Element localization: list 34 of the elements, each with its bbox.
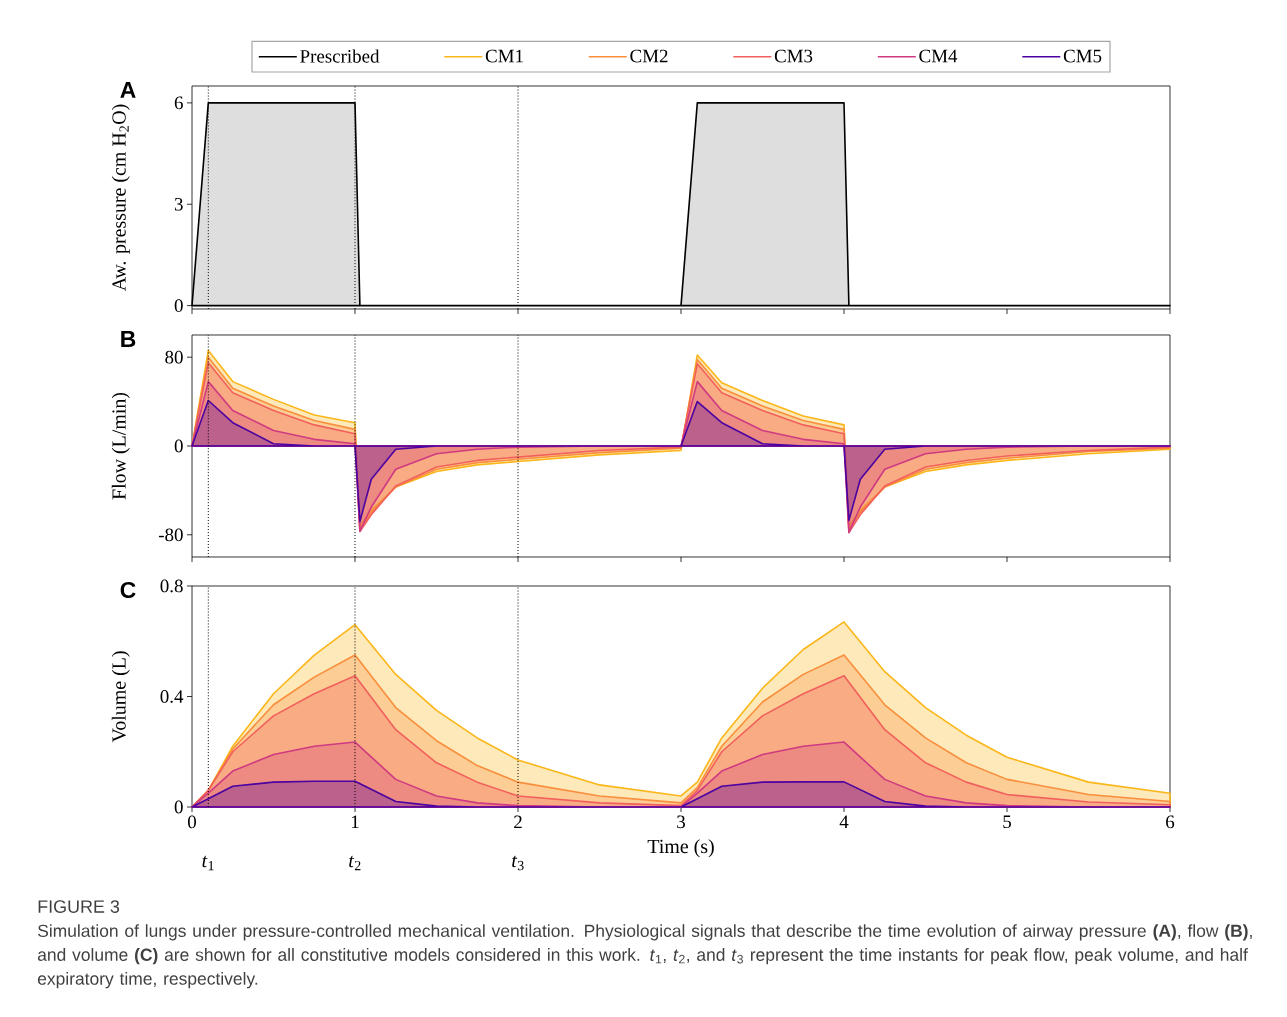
caption: FIGURE 3: [38, 900, 120, 913]
chart-title: C: [120, 581, 136, 599]
y-tick-label: 3: [174, 197, 183, 211]
x-tick-label: 4: [839, 815, 849, 828]
legend-label: Prescribed: [300, 49, 380, 63]
x-tick-label: 3: [677, 815, 685, 829]
x-axis-title: Time (s): [647, 839, 714, 858]
y-tick-label: 0.4: [160, 690, 184, 703]
chart-title: A: [120, 82, 136, 98]
ref-line-label: t$_{1}$: [202, 855, 214, 871]
ref-line-label: t$_{3}$: [512, 855, 524, 871]
x-tick-label: 2: [514, 815, 522, 829]
y-tick-label: -80: [158, 528, 183, 542]
x-tick-label: 0: [187, 815, 196, 829]
x-tick-label: 1: [351, 815, 359, 829]
text: CM3: [774, 49, 813, 63]
y-tick-label: 0: [174, 299, 183, 312]
y-axis-title: Flow (L/min): [111, 392, 130, 500]
text: CM5: [1063, 49, 1102, 63]
x-tick-label: 6: [1166, 815, 1175, 829]
y-axis-title: Aw. pressure (cm H$_{2}$O): [111, 104, 130, 292]
y-tick-label: 6: [174, 96, 183, 110]
y-tick-label: 80: [165, 350, 183, 364]
y-axis-title: Volume (L): [111, 651, 130, 743]
y-tick-label: 0: [174, 800, 183, 814]
y-tick-label: 0.8: [160, 579, 183, 593]
text: CM2: [630, 49, 668, 63]
x-tick-label: 5: [1003, 815, 1011, 829]
chart-title: B: [121, 331, 136, 347]
ref-line-label: t$_{2}$: [349, 855, 361, 871]
text: Simulation of lungs under pressure-controlled mechanical ventilation. Physiological signals that describe the time evolution of airway pressure (A), flow (B), and volume (C) are shown for all constitutive models considered in this work. t$_{1}$, t$_{2}$, and t$_{3}$ represent the time instants for peak flow, peak volume, and half expiratory time, respectively.: [37, 924, 1252, 989]
y-tick-label: 0: [174, 439, 183, 453]
text: CM4: [919, 49, 958, 63]
text: CM1: [485, 49, 523, 63]
